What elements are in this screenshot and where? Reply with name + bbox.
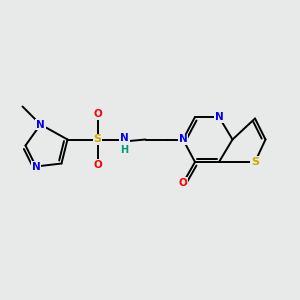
Text: S: S: [94, 134, 101, 145]
Text: O: O: [178, 178, 188, 188]
Text: O: O: [93, 109, 102, 119]
Text: S: S: [251, 157, 259, 167]
Text: N: N: [36, 119, 45, 130]
Text: N: N: [214, 112, 224, 122]
Text: N: N: [32, 161, 40, 172]
Text: N: N: [178, 134, 188, 145]
Text: N: N: [120, 133, 129, 143]
Text: O: O: [93, 160, 102, 170]
Text: H: H: [120, 145, 129, 155]
